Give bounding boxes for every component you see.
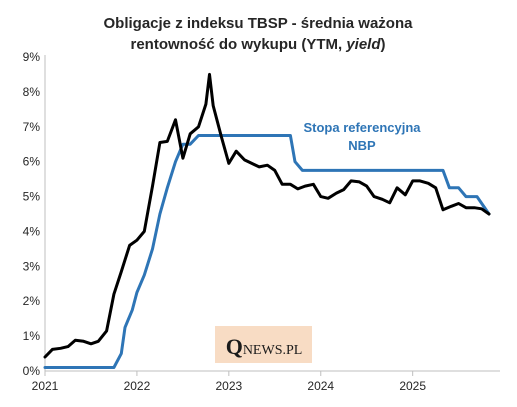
y-tick-label: 4%: [23, 224, 41, 238]
annotation-line-1: Stopa referencyjna: [303, 120, 421, 135]
y-tick-label: 0%: [23, 364, 41, 378]
qnews-logo-q: Q: [226, 334, 243, 359]
x-tick-label: 2025: [399, 379, 426, 393]
qnews-logo-rest: NEWS.PL: [243, 343, 303, 358]
qnews-logo: QNEWS.PL: [226, 334, 303, 359]
y-tick-label: 7%: [23, 120, 41, 134]
chart-title-line-1: Obligacje z indeksu TBSP - średnia ważon…: [104, 15, 414, 32]
x-tick-label: 2024: [307, 379, 334, 393]
qnews-logo-background: [215, 326, 312, 363]
y-tick-label: 1%: [23, 329, 41, 343]
x-tick-label: 2022: [124, 379, 151, 393]
chart-title-line-2-main: rentowność do wykupu (YTM,: [130, 36, 346, 53]
y-tick-label: 9%: [23, 50, 41, 64]
x-tick-label: 2021: [32, 379, 59, 393]
series-layer: [43, 72, 491, 369]
chart-title-line-2-end: ): [381, 36, 386, 53]
series-line-tbsp-yield: [43, 72, 491, 359]
x-tick-label: 2023: [215, 379, 242, 393]
y-tick-label: 3%: [23, 259, 41, 273]
x-axis-ticks: 2021 2022 2023 2024 2025: [32, 371, 426, 393]
y-axis-ticks: 0% 1% 2% 3% 4% 5% 6% 7% 8% 9%: [23, 50, 41, 378]
annotation-line-2: NBP: [348, 138, 376, 153]
chart-title-line-2: rentowność do wykupu (YTM, yield): [130, 36, 385, 53]
y-tick-label: 5%: [23, 190, 41, 204]
y-tick-label: 2%: [23, 294, 41, 308]
series-line-nbp-rate: [43, 134, 491, 369]
y-tick-label: 6%: [23, 155, 41, 169]
chart-title-line-2-italic: yield: [345, 36, 381, 53]
y-tick-label: 8%: [23, 85, 41, 99]
